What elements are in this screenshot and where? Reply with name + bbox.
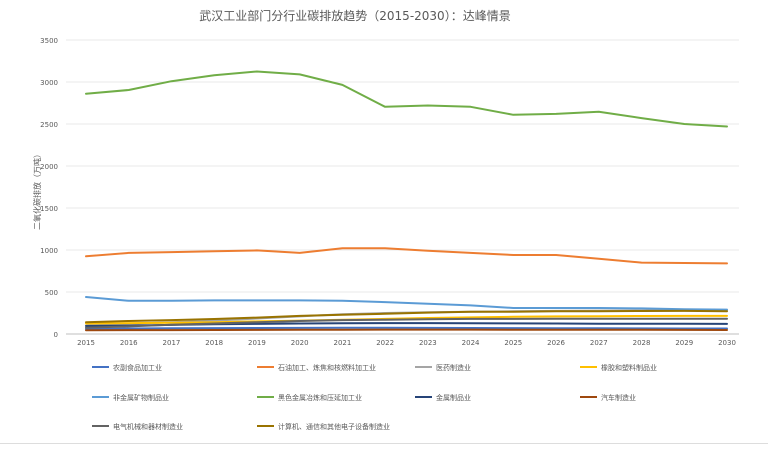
- x-tick-label: 2026: [547, 339, 565, 347]
- series-line-6: [85, 70, 728, 128]
- chart-title: 武汉工业部门分行业碳排放趋势（2015-2030）：达峰情景: [199, 8, 510, 23]
- series-line-5: [85, 296, 728, 311]
- x-tick-label: 2028: [633, 339, 651, 347]
- y-tick-label: 3500: [40, 37, 58, 45]
- y-axis-label: 二氧化碳排放（万吨）: [32, 150, 42, 230]
- x-tick-label: 2023: [419, 339, 437, 347]
- series-line-2: [85, 247, 728, 265]
- y-axis-ticks: 0 500 1000 1500 2000 2500 3000 3500: [40, 37, 58, 339]
- y-tick-label: 1500: [40, 205, 58, 213]
- legend-label: 电气机械和器材制造业: [113, 422, 183, 431]
- x-tick-label: 2024: [462, 339, 480, 347]
- legend-label: 汽车制造业: [601, 393, 636, 402]
- x-axis-ticks: 2015 2016 2017 2018 2019 2020 2021 2022 2023 2024…: [77, 339, 736, 347]
- series-line-1: [85, 326, 728, 330]
- bottom-divider: [0, 443, 768, 444]
- series-line-9: [85, 317, 728, 329]
- y-tick-label: 1000: [40, 247, 58, 255]
- x-tick-label: 2017: [163, 339, 181, 347]
- legend-label: 金属制品业: [436, 393, 471, 402]
- x-tick-label: 2020: [291, 339, 309, 347]
- series-lines: [85, 70, 728, 332]
- x-tick-label: 2027: [590, 339, 608, 347]
- x-tick-label: 2030: [718, 339, 736, 347]
- legend-label: 非金属矿物制品业: [113, 393, 169, 402]
- y-tick-label: 3000: [40, 79, 58, 87]
- series-line-4: [85, 314, 728, 325]
- series-line-8: [85, 328, 728, 332]
- y-tick-label: 500: [45, 289, 58, 297]
- legend-label: 农副食品加工业: [113, 363, 162, 372]
- x-tick-label: 2015: [77, 339, 95, 347]
- legend-label: 计算机、通信和其他电子设备制造业: [278, 422, 390, 431]
- x-tick-label: 2021: [333, 339, 351, 347]
- gridlines: [66, 39, 739, 335]
- y-tick-label: 2000: [40, 163, 58, 171]
- x-tick-label: 2025: [504, 339, 522, 347]
- legend-label: 橡胶和塑料制品业: [601, 363, 657, 372]
- y-tick-label: 0: [54, 331, 58, 339]
- series-line-10: [85, 309, 728, 324]
- x-tick-label: 2019: [248, 339, 266, 347]
- x-tick-label: 2022: [376, 339, 394, 347]
- legend: 农副食品加工业 石油加工、炼焦和核燃料加工业 医药制造业 橡胶和塑料制品业非金属矿物制…: [92, 363, 657, 431]
- legend-label: 石油加工、炼焦和核燃料加工业: [278, 363, 376, 372]
- x-tick-label: 2029: [675, 339, 693, 347]
- y-tick-label: 2500: [40, 121, 58, 129]
- legend-label: 医药制造业: [436, 363, 471, 372]
- x-tick-label: 2018: [205, 339, 223, 347]
- legend-label: 黑色金属冶炼和压延加工业: [278, 393, 362, 402]
- x-tick-label: 2016: [120, 339, 138, 347]
